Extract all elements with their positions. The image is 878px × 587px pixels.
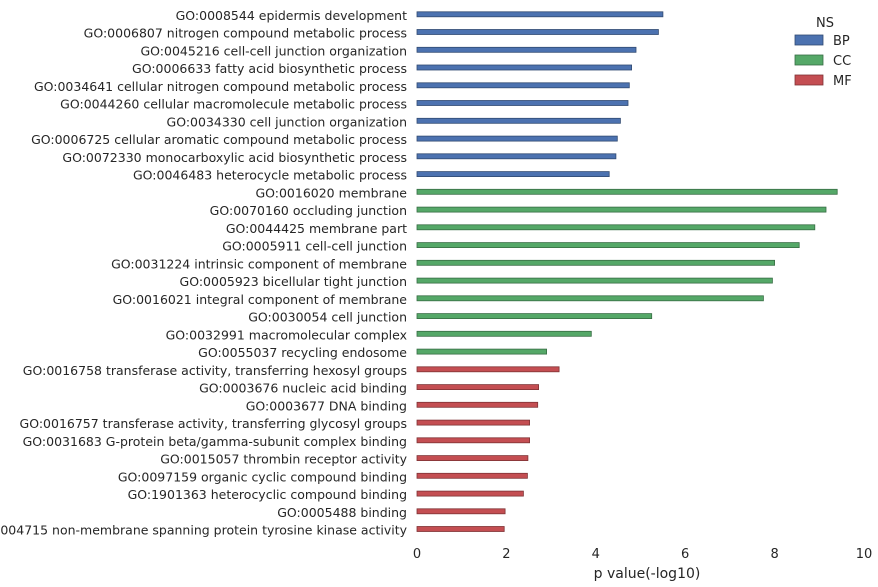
x-tick-label: 2 (502, 547, 510, 562)
x-tick-labels-group: 0 2 4 6 8 10 (413, 547, 872, 562)
category-label: GO:0097159 organic cyclic compound bindi… (118, 469, 407, 484)
legend-title: NS (816, 16, 834, 31)
x-tick-label: 8 (770, 547, 778, 562)
category-label: GO:0015057 thrombin receptor activity (160, 452, 407, 467)
category-label: GO:0030054 cell junction (248, 310, 407, 325)
category-label: GO:0006633 fatty acid biosynthetic proce… (132, 61, 407, 76)
category-label: GO:0016758 transferase activity, transfe… (23, 363, 407, 378)
bar-cc (416, 348, 548, 355)
x-tick-label: 0 (413, 547, 421, 562)
category-label: GO:0034641 cellular nitrogen compound me… (34, 79, 407, 94)
bar-mf (416, 490, 524, 497)
bar-mf (416, 401, 539, 408)
legend-label-bp: BP (833, 34, 850, 49)
bar-cc (416, 259, 776, 266)
category-labels-group: GO:0008544 epidermis development GO:00068… (0, 8, 408, 538)
bars-group (416, 11, 838, 532)
category-label: GO:0016757 transferase activity, transfe… (20, 416, 407, 431)
bar-cc (416, 188, 838, 195)
category-label: GO:0045216 cell-cell junction organizati… (141, 43, 408, 58)
x-tick-label: 4 (592, 547, 600, 562)
bar-cc (416, 295, 764, 302)
legend: NS BP CC MF (794, 16, 852, 89)
bar-mf (416, 437, 530, 444)
bar-bp (416, 29, 659, 35)
bar-mf (416, 508, 506, 515)
bar-bp (416, 46, 637, 53)
bar-bp (416, 82, 630, 89)
category-label: GO:0008544 epidermis development (176, 8, 407, 23)
category-label: GO:0072330 monocarboxylic acid biosynthe… (62, 150, 407, 165)
bar-bp (416, 100, 629, 106)
category-label: GO:0031683 G-protein beta/gamma-subunit … (23, 434, 407, 449)
category-label: GO:0004715 non-membrane spanning protein… (0, 523, 408, 538)
bar-mf (416, 526, 505, 532)
bar-bp (416, 153, 617, 160)
category-label: GO:0006807 nitrogen compound metabolic p… (84, 26, 407, 41)
category-label: GO:0044425 membrane part (226, 221, 407, 236)
bar-mf (416, 472, 528, 479)
bar-cc (416, 242, 800, 249)
category-label: GO:0034330 cell junction organization (167, 114, 407, 129)
category-label: GO:0005923 bicellular tight junction (180, 274, 407, 289)
category-label: GO:0032991 macromolecular complex (166, 327, 407, 342)
bar-mf (416, 455, 529, 462)
x-axis-label: p value(-log10) (594, 566, 701, 582)
bar-cc (416, 224, 816, 231)
legend-swatch-cc (794, 54, 824, 66)
category-label: GO:0006725 cellular aromatic compound me… (31, 132, 407, 147)
bar-mf (416, 419, 530, 426)
legend-swatch-bp (794, 34, 824, 46)
bar-mf (416, 366, 560, 373)
category-label: GO:0044260 cellular macromolecule metabo… (60, 97, 407, 112)
category-label: GO:0016020 membrane (255, 185, 407, 200)
x-tick-label: 10 (856, 547, 873, 562)
legend-label-mf: MF (833, 74, 852, 89)
category-label: GO:0016021 integral component of membran… (113, 292, 408, 307)
x-tick-label: 6 (681, 547, 689, 562)
legend-label-cc: CC (833, 54, 851, 69)
category-label: GO:0005488 binding (277, 505, 407, 520)
category-label: GO:0055037 recycling endosome (198, 345, 407, 360)
bar-bp (416, 135, 618, 142)
bar-cc (416, 330, 592, 337)
category-label: GO:0070160 occluding junction (210, 203, 407, 218)
bar-bp (416, 117, 621, 124)
bar-cc (416, 206, 827, 213)
category-label: GO:0003676 nucleic acid binding (199, 381, 407, 396)
bar-mf (416, 384, 539, 391)
bar-bp (416, 171, 610, 178)
category-label: GO:0003677 DNA binding (246, 398, 407, 413)
category-label: GO:0046483 heterocycle metabolic process (133, 168, 407, 183)
bar-cc (416, 277, 773, 284)
bar-bp (416, 64, 633, 71)
category-label: GO:1901363 heterocyclic compound binding (128, 487, 407, 502)
bar-bp (416, 11, 664, 18)
category-label: GO:0005911 cell-cell junction (222, 239, 407, 254)
legend-swatch-mf (794, 74, 824, 86)
bar-cc (416, 313, 653, 320)
category-label: GO:0031224 intrinsic component of membra… (111, 256, 407, 271)
